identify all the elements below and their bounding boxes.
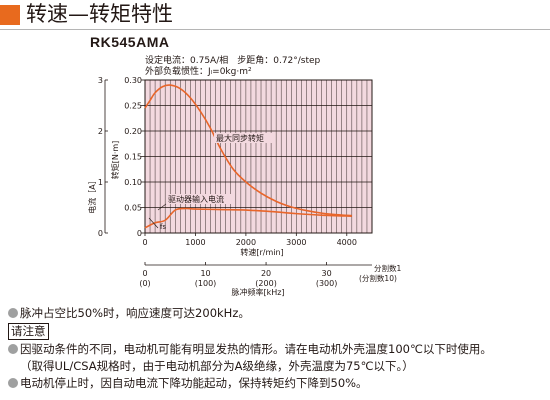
model-name: RK545AMA	[90, 34, 170, 50]
speed-tick-label: 0	[142, 238, 147, 247]
torque-tick-label: 0.20	[124, 127, 142, 136]
header-divider	[0, 29, 550, 30]
pulse-tick-label: 20	[261, 269, 271, 278]
max-sync-torque-label: 最大同步转矩	[216, 133, 264, 143]
torque-axis-title: 转矩[N·m]	[110, 141, 120, 180]
caution-row: 请注意	[8, 322, 548, 341]
note-response: 脉冲占空比50%时，响应速度可达200kHz。	[8, 305, 548, 322]
header-marker	[0, 5, 20, 25]
current-tick-label: 2	[98, 127, 103, 136]
speed-tick-label: 3000	[286, 238, 306, 247]
driver-input-current-line	[144, 207, 352, 229]
current-axis-title: 电流［A］	[87, 176, 97, 213]
current-tick-label: 1	[98, 178, 103, 187]
speed-axis-title: 转速[r/min]	[240, 247, 283, 257]
section-header: 转速—转矩特性	[0, 0, 550, 30]
torque-tick-label: 0.05	[124, 204, 142, 213]
pulse-tick-label-div10: (300)	[316, 279, 338, 288]
division-label-1: 分割数1	[374, 263, 401, 273]
speed-torque-chart: 0 0.05 0.10 0.15 0.20 0.25 0.30 0 1 2 3 电流［A］ 转矩[N·m…	[87, 76, 401, 297]
speed-tick-label: 2000	[236, 238, 256, 247]
current-tick-label: 3	[98, 76, 103, 85]
note-heat-text: 因驱动条件的不同，电动机可能有明显发热的情形。请在电动机外壳温度100℃以下时使…	[20, 342, 492, 356]
speed-tick-label: 4000	[337, 238, 357, 247]
pulse-tick-label: 0	[142, 269, 147, 278]
torque-tick-label: 0.25	[124, 102, 142, 111]
note-response-text: 脉冲占空比50%时，响应速度可达200kHz。	[20, 306, 250, 320]
load-inertia-text: 外部负载惯性：Jₗ=0kg·m²	[145, 67, 252, 77]
note-ul-csa-text: （取得UL/CSA规格时，由于电动机部分为A级绝缘，外壳温度为75℃以下。）	[20, 359, 414, 373]
current-label-leader	[157, 203, 167, 211]
caution-label: 请注意	[8, 323, 49, 340]
division-label-10: (分割数10)	[359, 273, 397, 283]
bullet-icon	[8, 344, 18, 354]
torque-label-bg	[214, 133, 274, 143]
note-holding-text: 电动机停止时，因自动电流下降功能起动，保持转矩约下降到50%。	[20, 376, 368, 390]
bullet-icon	[8, 308, 18, 318]
pulse-tick-label: 10	[200, 269, 210, 278]
pulse-tick-label: 30	[322, 269, 332, 278]
torque-tick-label: 0	[137, 229, 142, 238]
note-heat: 因驱动条件的不同，电动机可能有明显发热的情形。请在电动机外壳温度100℃以下时使…	[8, 341, 548, 358]
pulse-tick-label-div10: (100)	[195, 279, 217, 288]
fs-label: fs	[160, 223, 166, 231]
driver-input-current-label: 驱动器输入电流	[168, 194, 224, 204]
torque-tick-label: 0.15	[124, 153, 142, 162]
setting-current-text: 设定电流：0.75A/相 步距角：0.72°/step	[145, 56, 321, 66]
pulse-tick-label-div10: (0)	[139, 279, 150, 288]
note-holding: 电动机停止时，因自动电流下降功能起动，保持转矩约下降到50%。	[8, 375, 548, 392]
section-title: 转速—转矩特性	[26, 2, 173, 26]
current-label-bg	[166, 194, 234, 204]
torque-tick-label: 0.10	[124, 178, 142, 187]
pulse-tick-label-div10: (200)	[255, 279, 277, 288]
max-sync-torque-line	[144, 84, 352, 217]
note-ul-csa: （取得UL/CSA规格时，由于电动机部分为A级绝缘，外壳温度为75℃以下。）	[8, 358, 548, 375]
speed-tick-label: 1000	[185, 238, 205, 247]
torque-tick-label: 0.30	[124, 76, 142, 85]
bullet-icon	[8, 378, 18, 388]
fs-leader	[148, 217, 159, 229]
pulse-axis-title: 脉冲频率[kHz]	[231, 287, 284, 297]
current-tick-label: 0	[98, 229, 103, 238]
notes-section: 脉冲占空比50%时，响应速度可达200kHz。 请注意 因驱动条件的不同，电动机…	[8, 305, 548, 392]
